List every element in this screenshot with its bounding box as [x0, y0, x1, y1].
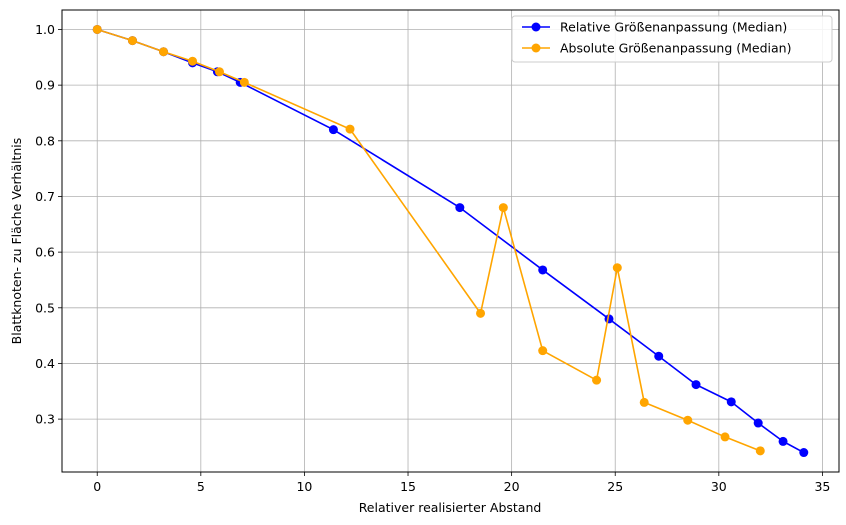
y-tick-label: 0.3 [35, 412, 55, 427]
y-tick-label: 0.8 [35, 133, 55, 148]
series-1-point [592, 375, 602, 385]
x-tick-label: 15 [400, 479, 416, 494]
series-1-point [720, 432, 730, 442]
plot-area-frame [61, 9, 840, 473]
x-tick-label: 0 [93, 479, 101, 494]
series-1-point [476, 308, 486, 318]
series-1-point [159, 47, 169, 57]
series-1-point [239, 77, 249, 87]
series-1-point [214, 67, 224, 77]
x-tick-label: 30 [711, 479, 727, 494]
y-axis-label: Blattknoten- zu Fläche Verhältnis [9, 138, 24, 345]
series-0-point [328, 125, 338, 135]
legend-label-absolute: Absolute Größenanpassung (Median) [560, 41, 791, 56]
y-tick-label: 0.4 [35, 356, 55, 371]
series-0-point [799, 448, 809, 458]
y-tick-label: 1.0 [35, 22, 55, 37]
x-tick-label: 10 [296, 479, 312, 494]
series-0-point [654, 351, 664, 361]
series-1-point [683, 415, 693, 425]
series-0-point [778, 436, 788, 446]
series-0-point [726, 397, 736, 407]
series-layer [92, 24, 809, 458]
series-0-point [455, 203, 465, 213]
y-tick-label: 0.5 [35, 300, 55, 315]
series-1-point [127, 36, 137, 46]
y-tick-label: 0.7 [35, 189, 55, 204]
series-1-point [639, 397, 649, 407]
axis-ticks: 0 5 10 15 20 25 30 35 0.3 0.4 0.5 0.6 0.7 0.8 0.9 1.0 [35, 22, 830, 494]
series-line-1 [96, 28, 761, 452]
legend-marker-absolute [531, 43, 541, 53]
series-1-point [188, 56, 198, 66]
series-1-point [612, 263, 622, 273]
x-tick-label: 35 [814, 479, 830, 494]
series-1-point [498, 203, 508, 213]
grid-lines [62, 10, 839, 472]
series-0-point [753, 418, 763, 428]
y-tick-label: 0.9 [35, 78, 55, 93]
series-0-point [691, 380, 701, 390]
series-1-point [92, 24, 102, 34]
series-1-point [345, 124, 355, 134]
x-axis-label: Relativer realisierter Abstand [359, 500, 542, 515]
x-tick-label: 20 [504, 479, 520, 494]
y-tick-label: 0.6 [35, 245, 55, 260]
series-0-point [538, 265, 548, 275]
legend: Relative Größenanpassung (Median) Absolu… [511, 15, 833, 63]
legend-marker-relative [531, 22, 541, 32]
legend-label-relative: Relative Größenanpassung (Median) [560, 20, 787, 35]
x-tick-label: 5 [197, 479, 205, 494]
x-tick-label: 25 [607, 479, 623, 494]
legend-box [511, 15, 833, 63]
series-1-point [538, 346, 548, 356]
series-1-point [755, 446, 765, 456]
